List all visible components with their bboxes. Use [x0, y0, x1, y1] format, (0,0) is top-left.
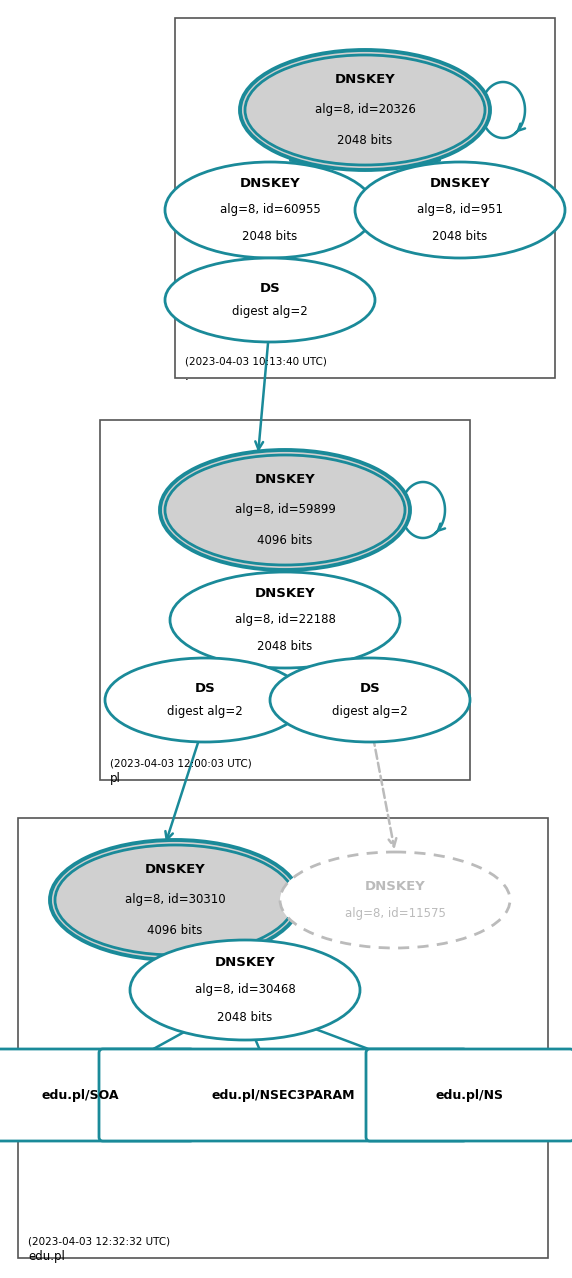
Text: pl: pl: [110, 772, 121, 785]
Text: edu.pl/NS: edu.pl/NS: [436, 1089, 504, 1102]
Text: (2023-04-03 10:13:40 UTC): (2023-04-03 10:13:40 UTC): [185, 357, 327, 366]
FancyBboxPatch shape: [0, 1049, 194, 1141]
Text: 2048 bits: 2048 bits: [337, 134, 392, 147]
Text: alg=8, id=30468: alg=8, id=30468: [194, 984, 295, 997]
Text: (2023-04-03 12:00:03 UTC): (2023-04-03 12:00:03 UTC): [110, 758, 252, 768]
Text: digest alg=2: digest alg=2: [332, 705, 408, 718]
Ellipse shape: [240, 50, 490, 170]
Text: edu.pl/SOA: edu.pl/SOA: [41, 1089, 119, 1102]
Text: DNSKEY: DNSKEY: [255, 587, 315, 601]
Ellipse shape: [245, 55, 485, 165]
Ellipse shape: [270, 658, 470, 743]
Text: digest alg=2: digest alg=2: [232, 305, 308, 318]
Ellipse shape: [170, 573, 400, 668]
Text: alg=8, id=11575: alg=8, id=11575: [344, 906, 446, 920]
Ellipse shape: [165, 162, 375, 258]
Text: alg=8, id=22188: alg=8, id=22188: [235, 613, 335, 626]
Text: edu.pl: edu.pl: [28, 1250, 65, 1263]
Text: alg=8, id=951: alg=8, id=951: [417, 203, 503, 216]
Text: 2048 bits: 2048 bits: [257, 640, 313, 653]
Text: DNSKEY: DNSKEY: [364, 881, 426, 893]
Text: 2048 bits: 2048 bits: [243, 230, 297, 243]
Text: 2048 bits: 2048 bits: [432, 230, 487, 243]
Text: DS: DS: [360, 682, 380, 695]
Ellipse shape: [55, 845, 295, 955]
Text: DNSKEY: DNSKEY: [335, 73, 395, 86]
Bar: [100, 420, 470, 780]
Text: alg=8, id=20326: alg=8, id=20326: [315, 104, 415, 116]
Text: edu.pl/NSEC3PARAM: edu.pl/NSEC3PARAM: [211, 1089, 355, 1102]
Bar: [18, 818, 548, 1258]
Ellipse shape: [130, 941, 360, 1040]
Text: DNSKEY: DNSKEY: [214, 956, 275, 969]
Ellipse shape: [165, 455, 405, 565]
Text: digest alg=2: digest alg=2: [167, 705, 243, 718]
Ellipse shape: [105, 658, 305, 743]
FancyBboxPatch shape: [366, 1049, 572, 1141]
Ellipse shape: [165, 258, 375, 343]
Text: DS: DS: [260, 282, 280, 295]
Text: DNSKEY: DNSKEY: [240, 178, 300, 190]
Text: .: .: [185, 371, 189, 383]
Text: alg=8, id=60955: alg=8, id=60955: [220, 203, 320, 216]
Text: (2023-04-03 12:32:32 UTC): (2023-04-03 12:32:32 UTC): [28, 1236, 170, 1246]
Text: 4096 bits: 4096 bits: [257, 534, 313, 547]
Text: alg=8, id=30310: alg=8, id=30310: [125, 893, 225, 906]
Text: 2048 bits: 2048 bits: [217, 1011, 273, 1024]
Text: DNSKEY: DNSKEY: [145, 863, 205, 877]
FancyBboxPatch shape: [99, 1049, 467, 1141]
Ellipse shape: [50, 840, 300, 960]
Text: DS: DS: [194, 682, 216, 695]
Ellipse shape: [160, 450, 410, 570]
Text: DNSKEY: DNSKEY: [430, 178, 490, 190]
Ellipse shape: [280, 852, 510, 948]
Text: alg=8, id=59899: alg=8, id=59899: [235, 504, 335, 516]
Text: DNSKEY: DNSKEY: [255, 473, 315, 486]
Bar: [175, 18, 555, 378]
Ellipse shape: [355, 162, 565, 258]
Text: 4096 bits: 4096 bits: [148, 924, 202, 937]
